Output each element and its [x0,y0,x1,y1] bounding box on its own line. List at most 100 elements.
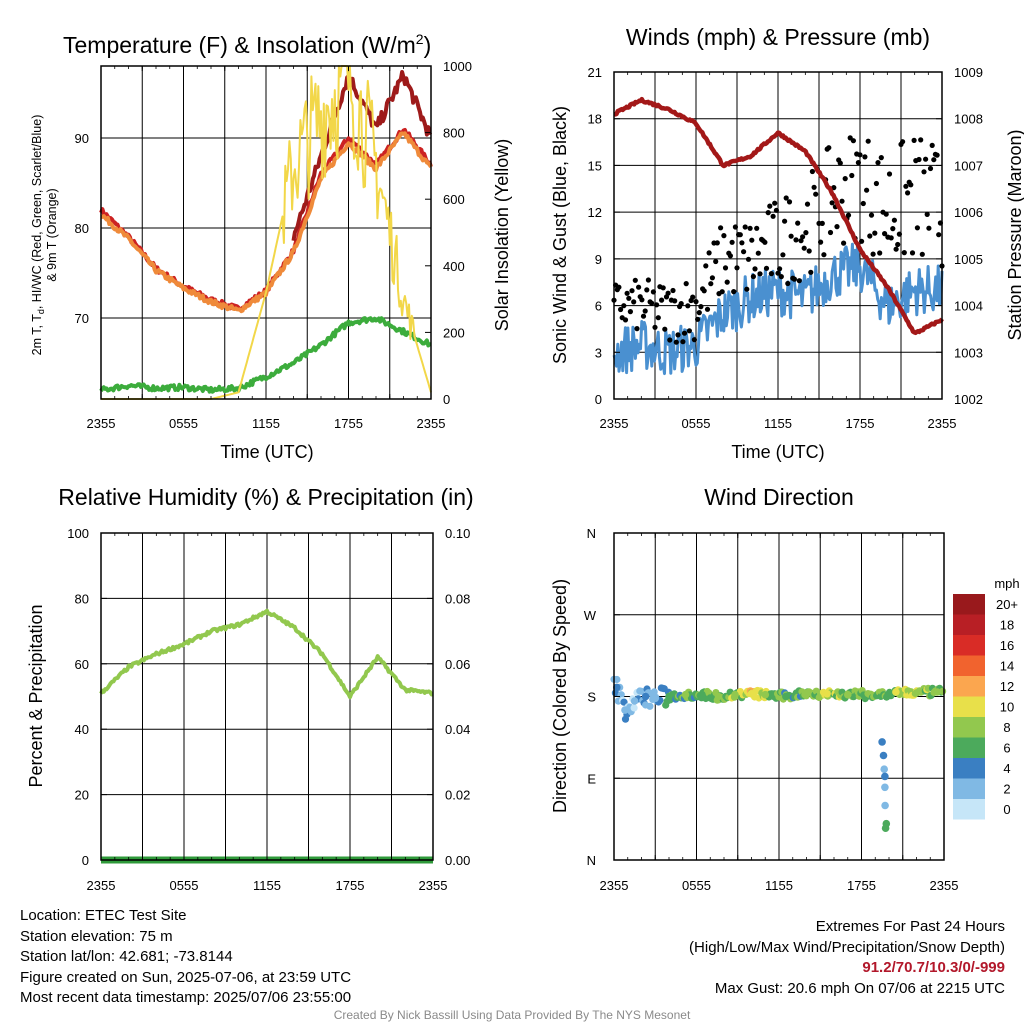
gust-point [626,295,632,301]
direction-point [651,694,660,703]
gust-point [636,284,642,290]
temperature-ticks [100,65,432,400]
y-tick-label-1007: 1007 [954,158,983,173]
legend-label-12: 12 [1000,679,1014,694]
gust-point [732,224,739,230]
y-tick-label-400: 400 [443,259,465,274]
legend-box-0 [953,799,985,820]
gust-point [642,308,648,314]
y-tick-label-N: N [587,853,596,868]
y-tick-label-1004: 1004 [954,299,983,314]
gust-point [739,240,745,246]
gust-point [867,233,873,239]
legend-box-12 [953,676,985,697]
x-tick-label-2355: 2355 [600,878,629,893]
y-tick-label-1002: 1002 [954,392,983,407]
gust-point [808,269,814,275]
direction-point [630,704,638,712]
gust-point [875,160,881,166]
gust-point [678,301,684,307]
x-tick-label-2355: 2355 [87,878,116,893]
gust-point [672,298,678,304]
legend-label-20plus: 20+ [996,597,1018,612]
y-tick-label-6: 6 [595,299,602,314]
insolation-y-tick-labels: 0 200 400 600 800 1000 [443,59,472,407]
gust-point [896,231,903,237]
legend-labels: 20+ 18 16 14 12 10 8 6 4 2 0 [996,597,1018,817]
gust-point [882,231,888,237]
gust-point [841,240,847,246]
gust-point [857,152,863,158]
gust-point [681,330,688,336]
y-tick-label-12: 12 [588,205,602,220]
x-tick-label-2355: 2355 [419,878,448,893]
temperature-y-axis-label-line2: & 9m T (Orange) [45,188,59,281]
gust-point [765,210,771,216]
gust-point [685,303,691,309]
gust-point [793,237,799,243]
gust-point [631,299,637,305]
gust-point [706,250,712,256]
gust-point [645,277,652,283]
gust-point [796,278,802,284]
gust-point [741,249,747,255]
gust-point [680,339,686,345]
gust-point [916,156,922,163]
x-tick-label-0555: 0555 [682,416,711,431]
gust-point [721,233,727,239]
gust-point [698,304,704,310]
direction-y-axis-label: Direction (Colored By Speed) [550,579,570,813]
direction-point [613,683,621,692]
x-tick-label-1155: 1155 [764,416,792,431]
gust-point [931,157,937,163]
gust-point [850,138,857,144]
gust-point [918,137,924,143]
legend-label-18: 18 [1000,618,1014,633]
gust-point [891,217,898,223]
legend-label-0: 0 [1003,802,1010,817]
y-tick-label-0.02: 0.02 [445,788,470,803]
gust-point [691,337,698,343]
gust-point [936,232,942,238]
gust-point [860,200,866,207]
gust-point [727,253,734,259]
gust-point [696,310,702,316]
gust-point [695,316,701,322]
gust-point [742,224,748,230]
x-tick-label-1155: 1155 [252,416,280,431]
gust-point [754,225,760,231]
gust-point [675,332,681,338]
gust-point [644,287,650,293]
legend-label-6: 6 [1003,741,1010,756]
x-tick-label-2355: 2355 [930,878,959,893]
direction-title: Wind Direction [704,484,854,510]
legend-box-16 [953,635,985,656]
gust-point [708,281,714,287]
x-tick-label-0555: 0555 [682,878,711,893]
legend-title: mph [994,576,1019,591]
x-tick-label-2355: 2355 [417,416,446,431]
extremes-subheading: (High/Low/Max Wind/Precipitation/Snow De… [689,938,1005,956]
humidity-y-tick-labels: 0 20 40 60 80 100 [67,526,89,868]
gust-point [845,212,852,218]
gust-point [868,212,875,218]
pressure-y-tick-labels: 1002 1003 1004 1005 1006 1007 1008 1009 [954,65,983,407]
gust-point [621,303,627,309]
winds-x-axis-label: Time (UTC) [731,442,824,462]
gust-point [911,137,917,143]
gust-point [650,289,657,295]
gust-point [809,168,816,175]
x-tick-label-0555: 0555 [170,878,199,893]
gust-point [873,180,880,187]
y-tick-label-80: 80 [75,591,89,606]
gust-point [864,187,870,193]
temperature-x-tick-labels: 2355 0555 1155 1755 2355 [87,416,446,431]
y-tick-label-600: 600 [443,192,465,207]
gust-point [900,139,906,145]
gust-point [770,213,776,219]
gust-point [762,239,768,245]
direction-point [912,689,921,697]
gust-point [731,289,737,295]
direction-points [610,675,947,832]
direction-point [646,702,654,710]
